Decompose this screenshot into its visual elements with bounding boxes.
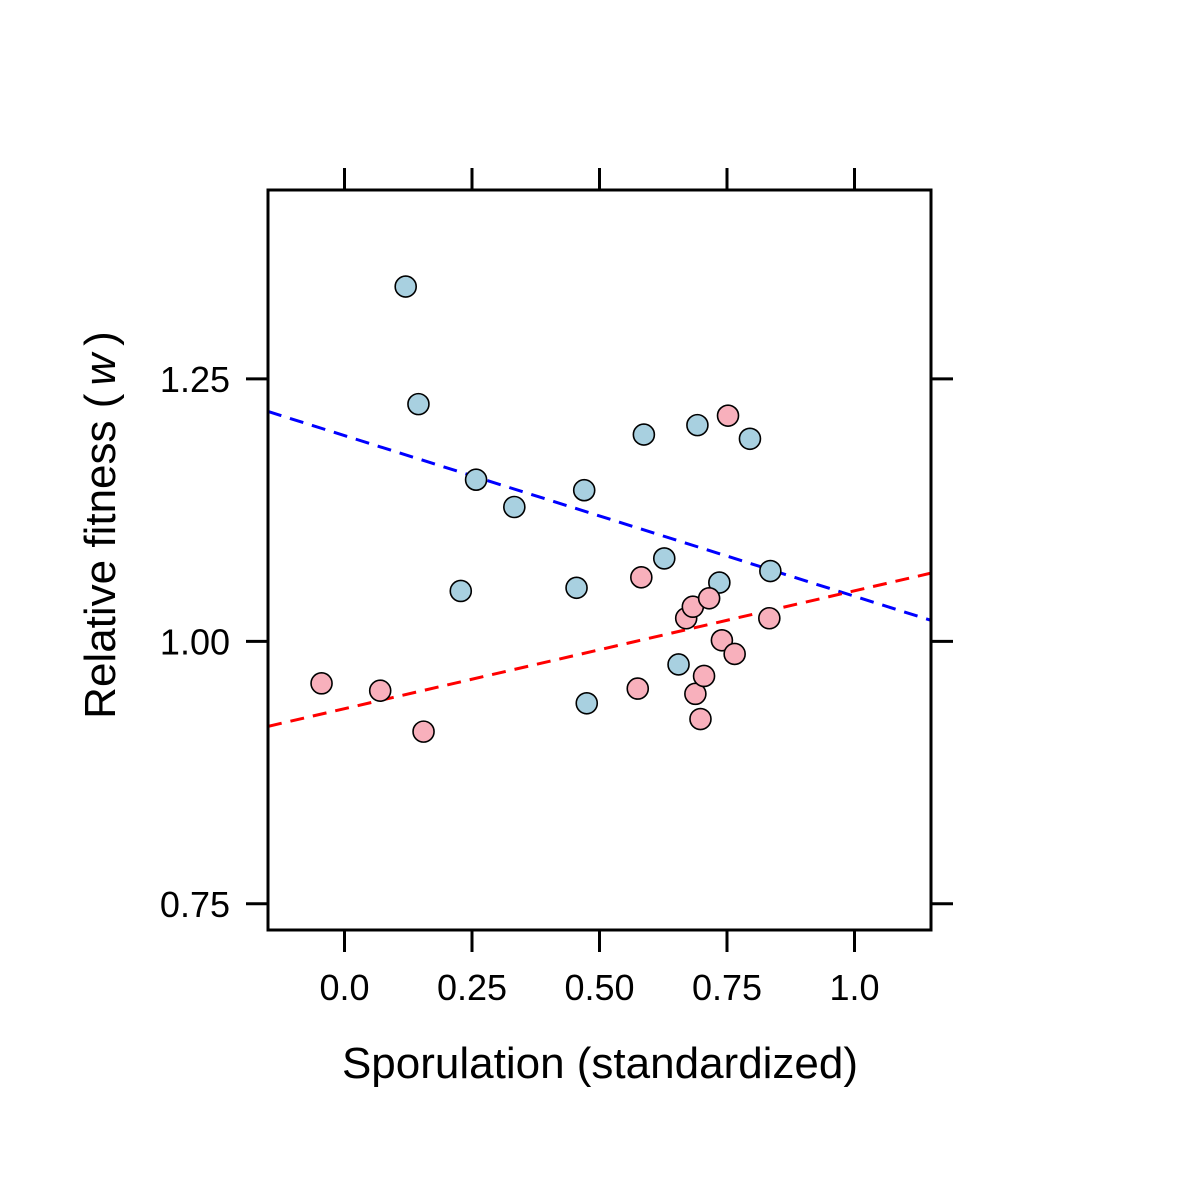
y-tick-label: 0.75: [160, 884, 230, 925]
data-point-series-0: [708, 571, 731, 594]
plot-frame: [266, 188, 933, 932]
data-point-series-1: [310, 672, 333, 695]
data-point-series-1: [368, 679, 392, 702]
data-point-series-0: [632, 423, 656, 446]
data-point-series-0: [394, 275, 418, 298]
fit-line-series-1: [268, 571, 931, 728]
data-point-series-1: [692, 664, 716, 688]
data-point-series-0: [759, 559, 782, 583]
data-point-series-1: [626, 677, 650, 700]
data-point-series-0: [667, 653, 690, 676]
x-axis-label: Sporulation (standardized): [342, 1039, 858, 1088]
x-tick-label: 0.75: [692, 967, 762, 1008]
y-tick-label: 1.00: [160, 621, 230, 662]
data-point-series-1: [758, 606, 781, 630]
data-point-series-1: [723, 642, 746, 666]
data-point-series-0: [575, 691, 599, 715]
axis-tick-labels: 0.0 0.25 0.50 0.75 1.0 0.75 1.00 1.25: [160, 359, 880, 1008]
data-points: [310, 275, 782, 743]
y-axis-label: Relative fitness ( w): [76, 331, 125, 719]
data-point-series-0: [652, 547, 676, 570]
x-tick-label: 0.0: [319, 967, 369, 1008]
data-point-series-1: [716, 404, 740, 427]
data-point-series-1: [689, 707, 712, 731]
y-axis-label-symbol: w: [76, 351, 125, 386]
y-axis-label-prefix: Relative fitness (: [76, 393, 125, 719]
data-point-series-0: [572, 478, 596, 502]
data-point-series-0: [449, 579, 473, 603]
y-tick-label: 1.25: [160, 359, 230, 400]
fit-line-series-0: [268, 410, 931, 622]
data-point-series-1: [630, 566, 653, 589]
data-point-series-0: [464, 468, 488, 492]
x-tick-label: 1.0: [829, 967, 879, 1008]
x-tick-label: 0.25: [437, 967, 507, 1008]
data-point-series-0: [686, 413, 709, 437]
data-point-series-1: [697, 587, 721, 610]
data-point-series-1: [412, 720, 435, 743]
x-tick-label: 0.50: [564, 967, 634, 1008]
y-axis-label-suffix: ): [76, 331, 125, 346]
data-point-series-0: [503, 495, 526, 519]
data-point-series-0: [407, 392, 430, 416]
data-point-series-0: [738, 427, 762, 451]
fit-lines: [268, 410, 931, 728]
data-point-series-0: [565, 576, 588, 600]
data-point-series-1: [684, 682, 707, 706]
axis-ticks: [246, 168, 953, 952]
